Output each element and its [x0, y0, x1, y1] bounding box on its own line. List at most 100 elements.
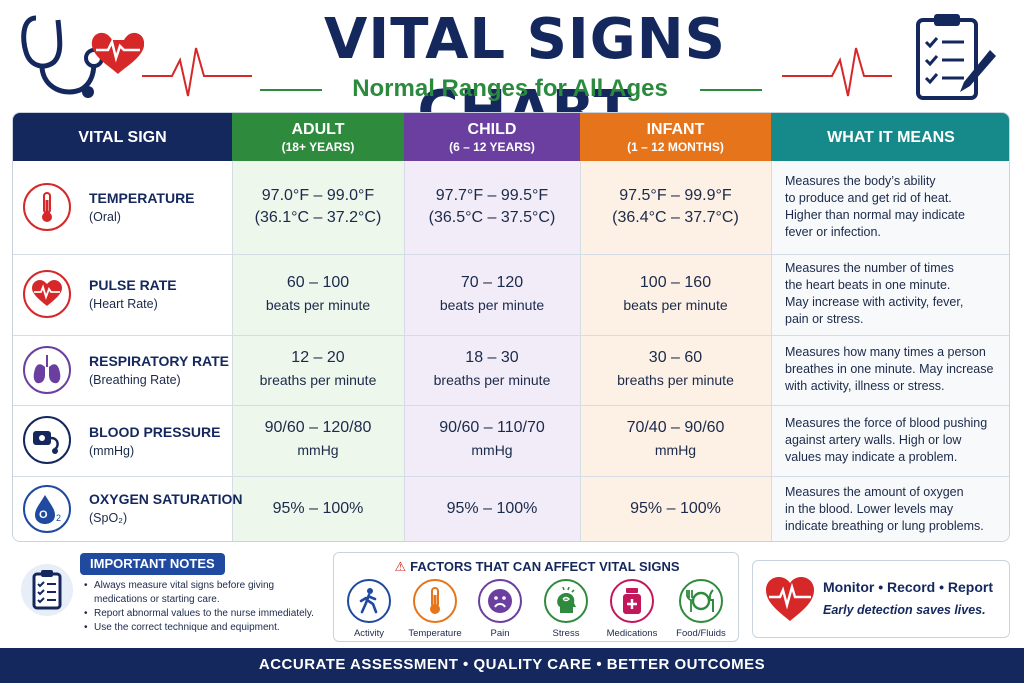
factor-label: Pain — [490, 628, 510, 639]
range-value: 70 – 120 — [460, 274, 524, 291]
monitor-record-report-box: Monitor • Record • Report Early detectio… — [752, 560, 1010, 638]
svg-text:O: O — [39, 509, 48, 521]
adult-range: 90/60 – 120/80 mmHg — [232, 417, 404, 461]
factor-label: Food/Fluids — [676, 628, 726, 639]
range-unit: breaths per minute — [617, 372, 734, 388]
svg-text:2: 2 — [56, 513, 61, 523]
header-vital-sign: VITAL SIGN — [13, 113, 232, 161]
column-divider — [771, 161, 772, 541]
range-unit: (36.1°C – 37.2°C) — [254, 209, 382, 226]
meaning-line: Measures how many times a person — [785, 345, 986, 359]
factor-temperature: Temperature — [402, 579, 468, 639]
meaning-line: Measures the force of blood pushing — [785, 416, 988, 430]
range-value: 97.5°F – 99.9°F — [619, 187, 732, 204]
monitor-tagline: Early detection saves lives. — [823, 603, 986, 617]
range-unit: breaths per minute — [259, 372, 377, 388]
adult-range: 60 – 100 beats per minute — [232, 272, 404, 316]
factor-food-fluids: Food/Fluids — [668, 579, 734, 639]
medicine-bottle-icon — [610, 579, 654, 623]
monitor-text: Monitor • Record • Report — [823, 579, 994, 595]
column-bg-meaning — [771, 161, 1009, 541]
meaning-line: Higher than normal may indicate — [785, 208, 965, 222]
table-row-respiratory-rate: RESPIRATORY RATE (Breathing Rate) 12 – 2… — [13, 335, 1009, 405]
vital-sign-sub: (SpO₂) — [89, 511, 128, 525]
meaning-line: in the blood. Lower levels may — [785, 502, 954, 516]
footer-banner: ACCURATE ASSESSMENT • QUALITY CARE • BET… — [0, 648, 1024, 683]
walking-person-icon — [347, 579, 391, 623]
meaning-line: May increase with activity, fever, — [785, 295, 964, 309]
column-bg-child — [404, 161, 580, 541]
range-value: 97.7°F – 99.5°F — [435, 187, 549, 204]
header-child: CHILD (6 – 12 YEARS) — [404, 113, 580, 161]
infant-range: 95% – 100% — [580, 498, 771, 520]
factor-label: Activity — [353, 628, 385, 639]
range-unit: (36.5°C – 37.5°C) — [428, 209, 556, 226]
stethoscope-heart-icon — [21, 15, 144, 98]
vital-sign-sub: (Oral) — [89, 210, 121, 224]
meaning-line: values may indicate a problem. — [785, 450, 958, 464]
factor-label: Stress — [552, 628, 580, 639]
meaning-line: to produce and get rid of heat. — [785, 191, 952, 205]
adult-range: 12 – 20 breaths per minute — [232, 347, 404, 391]
header-label: ADULT — [291, 120, 345, 138]
column-bg-infant — [580, 161, 771, 541]
stressed-head-icon — [544, 579, 588, 623]
range-value: 12 – 20 — [291, 349, 345, 366]
plate-cutlery-icon — [679, 579, 723, 623]
list-item: Use the correct technique and equipment. — [84, 621, 329, 635]
ecg-line-left-icon — [142, 47, 252, 97]
vital-sign-name: BLOOD PRESSURE — [89, 424, 221, 440]
vital-sign-sub: (mmHg) — [89, 444, 135, 458]
meaning-line: Measures the amount of oxygen — [785, 485, 964, 499]
range-value: 30 – 60 — [648, 349, 703, 366]
factors-title-text: FACTORS THAT CAN AFFECT VITAL SIGNS — [410, 559, 680, 574]
header-label: VITAL SIGN — [78, 128, 167, 146]
vital-signs-table: VITAL SIGN ADULT (18+ YEARS) CHILD (6 – … — [12, 112, 1010, 542]
factors-title: ⚠ FACTORS THAT CAN AFFECT VITAL SIGNS — [334, 559, 740, 575]
range-value: 60 – 100 — [286, 274, 350, 291]
factor-label: Medications — [606, 628, 658, 639]
range-value: 18 – 30 — [465, 349, 519, 366]
thermometer-icon — [413, 579, 457, 623]
column-bg-adult — [232, 161, 404, 541]
child-range: 90/60 – 110/70 mmHg — [404, 417, 580, 461]
vital-sign-sub: (Heart Rate) — [89, 297, 158, 311]
range-value: 100 – 160 — [639, 274, 712, 291]
factor-activity: Activity — [336, 579, 402, 639]
adult-range: 97.0°F – 99.0°F (36.1°C – 37.2°C) — [232, 185, 404, 229]
meaning-line: pain or stress. — [785, 312, 864, 326]
page-subtitle: Normal Ranges for All Ages — [352, 75, 668, 102]
factor-label: Temperature — [408, 628, 462, 639]
list-item: Always measure vital signs before giving… — [84, 579, 329, 607]
infant-range: 70/40 – 90/60 mmHg — [580, 417, 771, 461]
range-value: 90/60 – 120/80 — [264, 419, 372, 436]
header-sublabel: (1 – 12 MONTHS) — [627, 139, 724, 154]
column-divider — [232, 161, 233, 541]
blood-pressure-cuff-icon — [23, 416, 71, 464]
meaning-text: Measures the force of blood pushing agai… — [785, 415, 1007, 466]
range-unit: (36.4°C – 37.7°C) — [612, 209, 739, 226]
header-infant: INFANT (1 – 12 MONTHS) — [580, 113, 771, 161]
vital-sign-name: TEMPERATURE — [89, 190, 195, 206]
vital-sign-name: PULSE RATE — [89, 277, 177, 293]
infant-range: 100 – 160 beats per minute — [580, 272, 771, 316]
child-range: 18 – 30 breaths per minute — [404, 347, 580, 391]
range-unit: beats per minute — [439, 297, 545, 313]
meaning-line: indicate breathing or lung problems. — [785, 519, 984, 533]
range-value: 97.0°F – 99.0°F — [261, 187, 375, 204]
notes-clipboard-icon — [21, 564, 73, 616]
ecg-line-right-icon — [782, 47, 892, 97]
header-sublabel: (18+ YEARS) — [281, 139, 355, 154]
sad-face-icon — [478, 579, 522, 623]
row-divider — [13, 405, 1009, 406]
child-range: 97.7°F – 99.5°F (36.5°C – 37.5°C) — [404, 185, 580, 229]
child-range: 70 – 120 beats per minute — [404, 272, 580, 316]
table-row-blood-pressure: BLOOD PRESSURE (mmHg) 90/60 – 120/80 mmHg… — [13, 405, 1009, 476]
meaning-line: Measures the body’s ability — [785, 174, 936, 188]
range-value: 90/60 – 110/70 — [439, 419, 545, 436]
meaning-text: Measures how many times a person breathe… — [785, 344, 1007, 395]
range-unit: breaths per minute — [433, 372, 551, 388]
range-value: 70/40 – 90/60 — [626, 419, 725, 436]
range-value: 95% – 100% — [272, 500, 364, 517]
